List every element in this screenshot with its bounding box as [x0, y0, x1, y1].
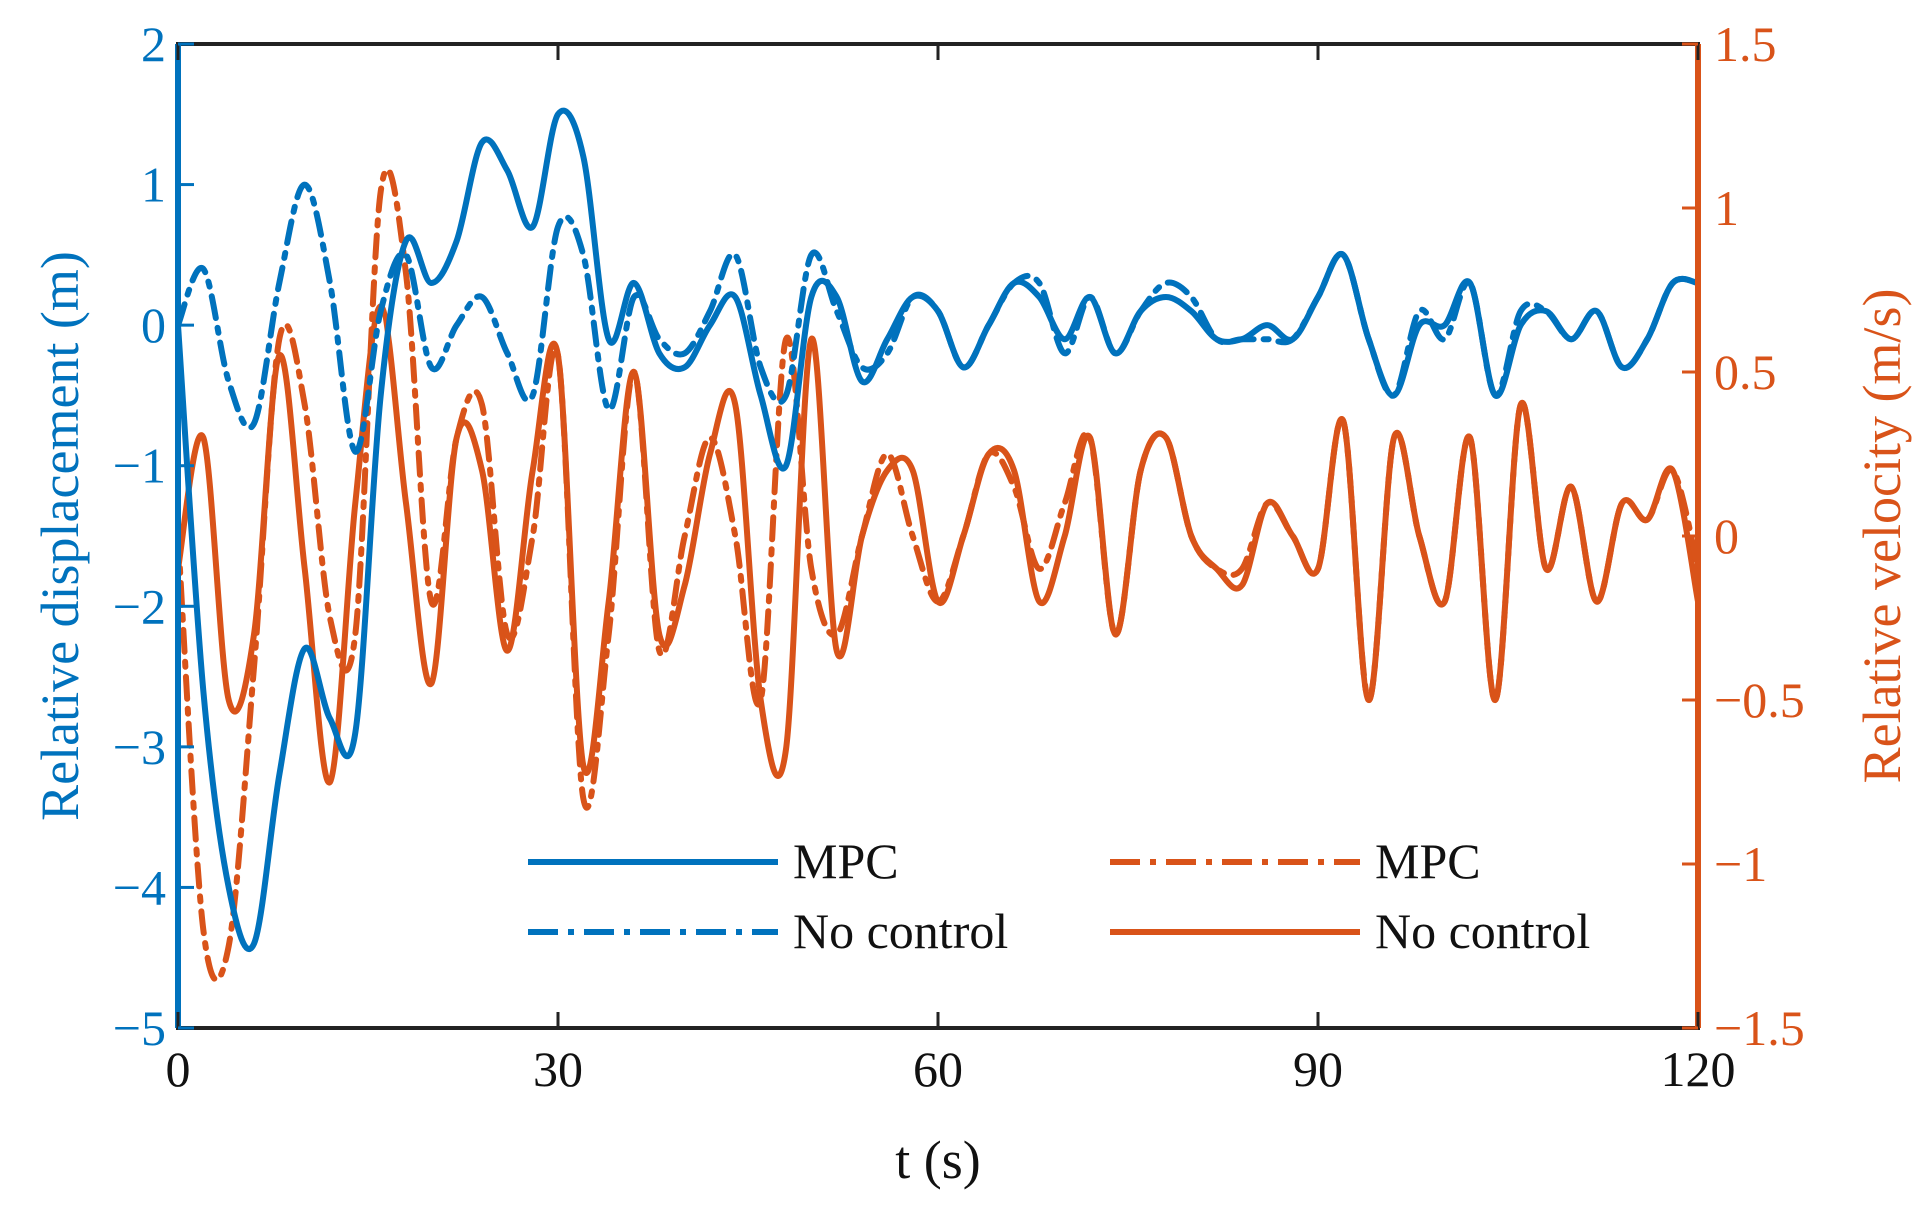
x-tick-label: 90 [1293, 1041, 1343, 1097]
right-axis-ticks: −1.5 −1 −0.5 0 0.5 1 1.5 [1682, 16, 1805, 1056]
left-axis-ticks: −5 −4 −3 −2 −1 0 1 2 [113, 16, 194, 1056]
legend-label-nocontrol-velocity: No control [1375, 903, 1590, 959]
series-displacement-mpc [178, 107, 1698, 953]
x-tick-label: 0 [166, 1041, 191, 1097]
series-velocity-mpc [178, 166, 1698, 983]
right-tick-label: 0 [1714, 508, 1739, 564]
x-tick-label: 120 [1661, 1041, 1736, 1097]
right-tick-label: −1.5 [1714, 1000, 1805, 1056]
series-velocity-no-control [178, 303, 1698, 786]
left-tick-label: 2 [141, 16, 166, 72]
left-tick-label: −5 [113, 1000, 166, 1056]
right-tick-label: 1.5 [1714, 16, 1777, 72]
legend: MPC No control MPC No control [528, 833, 1590, 959]
left-tick-label: 0 [141, 297, 166, 353]
right-tick-label: 1 [1714, 180, 1739, 236]
legend-label-mpc-displacement: MPC [793, 833, 899, 889]
left-tick-label: −3 [113, 719, 166, 775]
x-axis-title: t (s) [895, 1130, 980, 1190]
x-tick-label: 60 [913, 1041, 963, 1097]
series-displacement-no-control [178, 181, 1698, 455]
left-tick-label: 1 [141, 157, 166, 213]
right-tick-label: −1 [1714, 836, 1767, 892]
left-tick-label: −4 [113, 859, 166, 915]
legend-label-mpc-velocity: MPC [1375, 833, 1481, 889]
right-tick-label: 0.5 [1714, 344, 1777, 400]
x-tick-label: 30 [533, 1041, 583, 1097]
x-axis-ticks: 0 30 60 90 120 [166, 44, 1736, 1097]
plot-lines [178, 107, 1698, 983]
right-axis-title: Relative velocity (m/s) [1852, 289, 1912, 784]
legend-label-nocontrol-displacement: No control [793, 903, 1008, 959]
left-tick-label: −1 [113, 438, 166, 494]
right-tick-label: −0.5 [1714, 672, 1805, 728]
left-axis-title: Relative displacement (m) [30, 251, 90, 821]
left-tick-label: −2 [113, 578, 166, 634]
